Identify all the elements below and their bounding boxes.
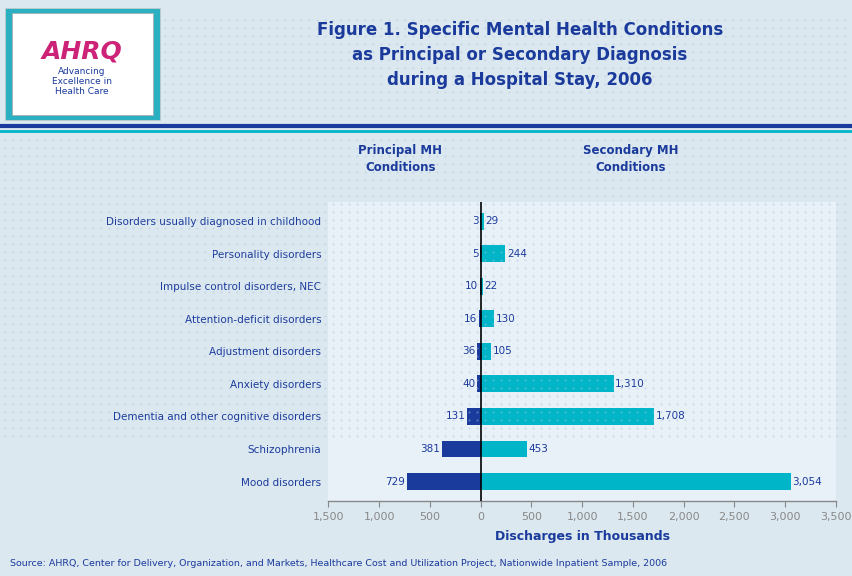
Text: 22: 22 <box>484 281 497 291</box>
Bar <box>481 310 493 327</box>
Text: 729: 729 <box>385 476 405 487</box>
Text: Advancing: Advancing <box>58 67 106 77</box>
Bar <box>481 473 790 490</box>
Bar <box>481 408 653 425</box>
Text: 5: 5 <box>471 249 478 259</box>
Bar <box>406 473 481 490</box>
Text: 1,310: 1,310 <box>614 379 644 389</box>
X-axis label: Discharges in Thousands: Discharges in Thousands <box>494 530 669 543</box>
Bar <box>481 343 491 360</box>
Text: 3,054: 3,054 <box>792 476 821 487</box>
Text: during a Hospital Stay, 2006: during a Hospital Stay, 2006 <box>387 71 652 89</box>
Text: 453: 453 <box>527 444 547 454</box>
Bar <box>479 310 481 327</box>
Text: 29: 29 <box>485 216 498 226</box>
Bar <box>476 343 481 360</box>
Bar <box>481 441 526 457</box>
Text: Excellence in: Excellence in <box>52 78 112 86</box>
Text: 130: 130 <box>495 314 515 324</box>
Text: 16: 16 <box>463 314 477 324</box>
Text: 36: 36 <box>462 346 475 357</box>
Text: Secondary MH
Conditions: Secondary MH Conditions <box>582 144 677 174</box>
Text: Principal MH
Conditions: Principal MH Conditions <box>358 144 442 174</box>
Text: Source: AHRQ, Center for Delivery, Organization, and Markets, Healthcare Cost an: Source: AHRQ, Center for Delivery, Organ… <box>10 559 666 569</box>
Text: 1,708: 1,708 <box>655 411 684 422</box>
Text: 131: 131 <box>446 411 465 422</box>
Text: 381: 381 <box>420 444 440 454</box>
Bar <box>441 441 481 457</box>
Bar <box>481 213 483 230</box>
Text: Health Care: Health Care <box>55 88 109 97</box>
Text: Figure 1. Specific Mental Health Conditions: Figure 1. Specific Mental Health Conditi… <box>316 21 722 39</box>
FancyBboxPatch shape <box>5 8 160 120</box>
Text: 3: 3 <box>472 216 478 226</box>
Bar <box>479 278 481 295</box>
Text: 105: 105 <box>492 346 512 357</box>
Text: 10: 10 <box>464 281 478 291</box>
Bar <box>467 408 481 425</box>
Bar <box>481 245 505 262</box>
Text: as Principal or Secondary Diagnosis: as Principal or Secondary Diagnosis <box>352 46 687 64</box>
Text: 40: 40 <box>462 379 475 389</box>
Bar <box>476 376 481 392</box>
Text: AHRQ: AHRQ <box>42 40 122 64</box>
Text: 244: 244 <box>506 249 527 259</box>
Bar <box>481 376 613 392</box>
FancyBboxPatch shape <box>12 13 153 115</box>
Bar <box>481 278 482 295</box>
